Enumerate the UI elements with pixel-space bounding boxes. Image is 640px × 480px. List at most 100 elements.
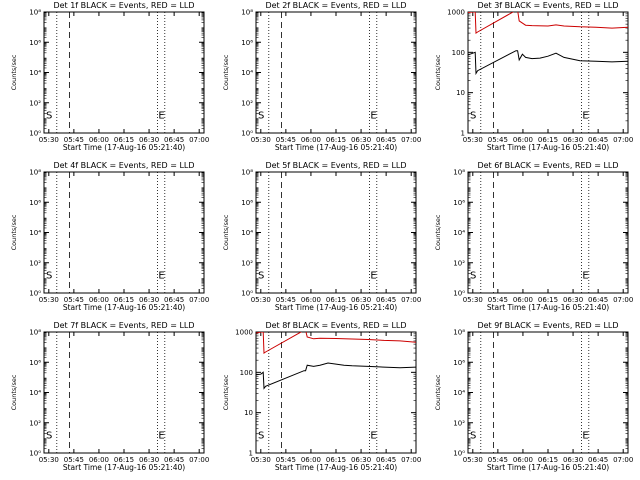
x-tick-label: 06:00 xyxy=(513,456,533,464)
end-marker: E xyxy=(582,110,588,121)
x-axis-label: Start Time (17-Aug-16 05:21:40) xyxy=(487,143,609,152)
end-marker: E xyxy=(370,430,376,441)
plot-title: Det 8f BLACK = Events, RED = LLD xyxy=(265,321,406,330)
x-tick-label: 06:15 xyxy=(538,296,558,304)
x-tick-label: 07:00 xyxy=(189,296,209,304)
plot-title: Det 1f BLACK = Events, RED = LLD xyxy=(53,1,194,10)
x-tick-label: 06:30 xyxy=(351,456,371,464)
series-events-line xyxy=(468,50,628,76)
y-tick-label: 10⁸ xyxy=(453,329,465,337)
y-tick-label: 10² xyxy=(241,99,253,107)
x-tick-label: 06:00 xyxy=(89,296,109,304)
y-axis-label: Counts/sec xyxy=(10,374,18,410)
x-tick-label: 06:45 xyxy=(164,456,184,464)
end-marker: E xyxy=(582,270,588,281)
x-tick-label: 05:30 xyxy=(463,136,483,144)
plot-title: Det 6f BLACK = Events, RED = LLD xyxy=(477,161,618,170)
y-tick-label: 100 xyxy=(452,49,465,57)
x-tick-label: 06:15 xyxy=(326,456,346,464)
series-lld-line xyxy=(468,12,628,35)
y-tick-label: 1 xyxy=(249,450,253,458)
y-tick-label: 10⁰ xyxy=(29,290,41,298)
x-tick-label: 06:00 xyxy=(301,296,321,304)
y-tick-label: 10⁴ xyxy=(453,389,465,397)
end-marker: E xyxy=(158,110,164,121)
plot-title: Det 5f BLACK = Events, RED = LLD xyxy=(265,161,406,170)
y-tick-label: 10⁶ xyxy=(453,199,465,207)
x-tick-label: 06:00 xyxy=(89,456,109,464)
plot-title: Det 9f BLACK = Events, RED = LLD xyxy=(477,321,618,330)
y-tick-label: 10⁶ xyxy=(453,359,465,367)
x-tick-label: 06:15 xyxy=(114,296,134,304)
y-tick-label: 10⁴ xyxy=(241,229,253,237)
start-marker: S xyxy=(258,270,264,281)
x-tick-label: 06:30 xyxy=(139,296,159,304)
plot-frame xyxy=(43,171,205,294)
plot-frame xyxy=(255,171,417,294)
y-tick-label: 10⁰ xyxy=(29,130,41,138)
detector-plot-9: Det 9f BLACK = Events, RED = LLD Counts/s… xyxy=(434,321,633,472)
x-tick-label: 06:45 xyxy=(376,136,396,144)
x-tick-label: 05:30 xyxy=(251,136,271,144)
x-tick-label: 06:30 xyxy=(563,296,583,304)
y-tick-label: 10⁴ xyxy=(29,69,41,77)
y-tick-label: 10² xyxy=(453,259,465,267)
detector-plot-8: Det 8f BLACK = Events, RED = LLD Counts/s… xyxy=(222,321,421,472)
series-lld-line xyxy=(256,332,416,355)
x-tick-label: 07:00 xyxy=(613,456,633,464)
series-events-line xyxy=(256,362,416,390)
detector-plot-4: Det 4f BLACK = Events, RED = LLD Counts/s… xyxy=(10,161,209,312)
y-tick-label: 1000 xyxy=(447,9,465,17)
start-marker: S xyxy=(46,110,52,121)
plot-frame xyxy=(467,11,629,134)
plot-title: Det 3f BLACK = Events, RED = LLD xyxy=(477,1,618,10)
y-tick-label: 10⁰ xyxy=(453,290,465,298)
start-marker: S xyxy=(258,110,264,121)
y-tick-label: 10⁴ xyxy=(29,389,41,397)
x-tick-label: 05:45 xyxy=(276,136,296,144)
x-tick-label: 05:45 xyxy=(488,296,508,304)
start-marker: S xyxy=(470,110,476,121)
x-axis-label: Start Time (17-Aug-16 05:21:40) xyxy=(63,463,185,472)
x-tick-label: 05:45 xyxy=(276,456,296,464)
plot-frame xyxy=(255,11,417,134)
start-marker: S xyxy=(46,430,52,441)
detector-plot-7: Det 7f BLACK = Events, RED = LLD Counts/s… xyxy=(10,321,209,472)
y-axis-label: Counts/sec xyxy=(434,374,442,410)
x-tick-label: 06:15 xyxy=(538,136,558,144)
x-tick-label: 06:45 xyxy=(588,296,608,304)
y-axis-label: Counts/sec xyxy=(10,54,18,90)
end-marker: E xyxy=(370,110,376,121)
y-tick-label: 10⁸ xyxy=(29,9,41,17)
x-tick-label: 06:45 xyxy=(376,456,396,464)
plot-frame xyxy=(467,331,629,454)
start-marker: S xyxy=(46,270,52,281)
plot-title: Det 4f BLACK = Events, RED = LLD xyxy=(53,161,194,170)
x-tick-label: 05:30 xyxy=(463,296,483,304)
y-tick-label: 100 xyxy=(240,369,253,377)
x-axis-label: Start Time (17-Aug-16 05:21:40) xyxy=(275,463,397,472)
start-marker: S xyxy=(470,270,476,281)
y-tick-label: 10⁰ xyxy=(453,450,465,458)
x-tick-label: 07:00 xyxy=(401,296,421,304)
end-marker: E xyxy=(158,430,164,441)
y-tick-label: 10² xyxy=(29,419,41,427)
x-tick-label: 06:15 xyxy=(538,456,558,464)
x-tick-label: 06:00 xyxy=(301,456,321,464)
end-marker: E xyxy=(370,270,376,281)
x-axis-label: Start Time (17-Aug-16 05:21:40) xyxy=(275,143,397,152)
plot-title: Det 7f BLACK = Events, RED = LLD xyxy=(53,321,194,330)
x-tick-label: 06:30 xyxy=(139,456,159,464)
y-tick-label: 10⁶ xyxy=(29,39,41,47)
y-axis-label: Counts/sec xyxy=(222,54,230,90)
y-axis-label: Counts/sec xyxy=(10,214,18,250)
detector-plot-1: Det 1f BLACK = Events, RED = LLD Counts/s… xyxy=(10,1,209,152)
y-axis-label: Counts/sec xyxy=(434,54,442,90)
y-axis-label: Counts/sec xyxy=(222,374,230,410)
y-tick-label: 10⁰ xyxy=(241,130,253,138)
y-tick-label: 10⁸ xyxy=(453,169,465,177)
y-tick-label: 10⁶ xyxy=(29,359,41,367)
y-tick-label: 10⁶ xyxy=(241,39,253,47)
end-marker: E xyxy=(158,270,164,281)
